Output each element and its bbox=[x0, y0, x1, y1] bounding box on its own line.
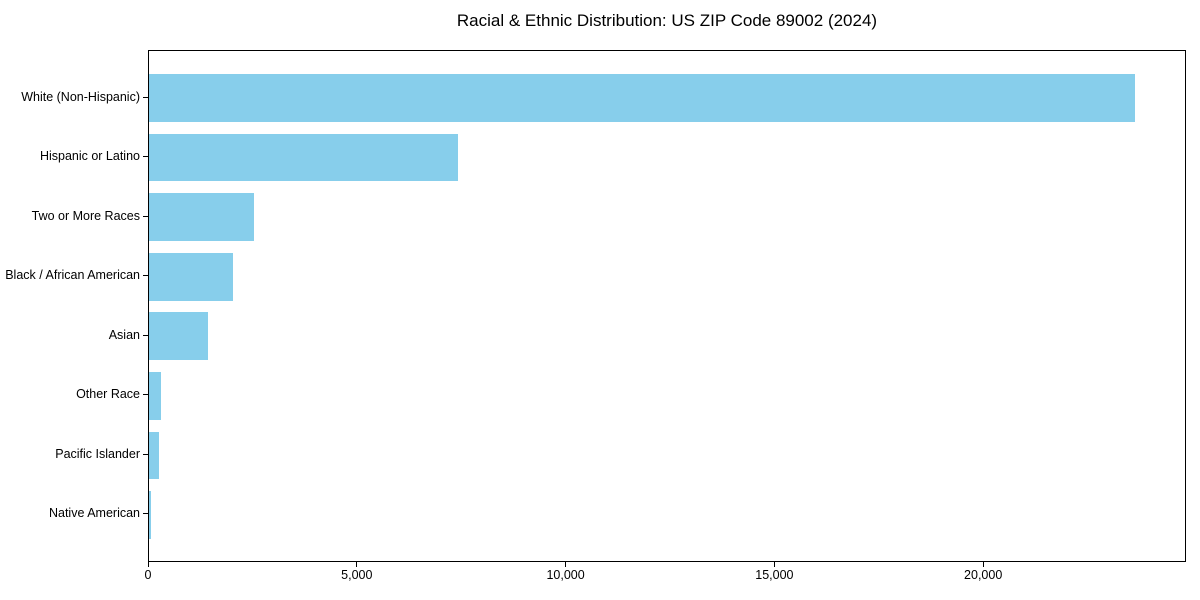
x-tick-label: 0 bbox=[144, 568, 152, 582]
y-tick-mark bbox=[143, 394, 148, 396]
x-tick-label: 20,000 bbox=[964, 568, 1003, 582]
y-tick-mark bbox=[143, 513, 148, 515]
bar-hispanic-or-latino bbox=[149, 133, 458, 182]
y-tick-mark bbox=[143, 334, 148, 336]
x-tick-mark bbox=[773, 562, 775, 567]
y-tick-label: Native American bbox=[48, 506, 140, 521]
x-tick-mark bbox=[982, 562, 984, 567]
x-tick-label: 10,000 bbox=[546, 568, 585, 582]
y-tick-mark bbox=[143, 96, 148, 98]
chart-title: Racial & Ethnic Distribution: US ZIP Cod… bbox=[456, 11, 878, 30]
y-tick-label: Hispanic or Latino bbox=[39, 149, 140, 164]
x-tick-mark bbox=[565, 562, 567, 567]
y-tick-label: Black / African American bbox=[5, 268, 140, 283]
y-tick-label: Two or More Races bbox=[31, 208, 140, 223]
plot-area bbox=[148, 50, 1186, 562]
y-tick-label: White (Non-Hispanic) bbox=[21, 89, 140, 104]
bar-two-or-more-races bbox=[149, 193, 255, 241]
y-tick-label: Pacific Islander bbox=[55, 446, 140, 461]
y-tick-mark bbox=[143, 156, 148, 158]
y-tick-mark bbox=[143, 215, 148, 217]
y-tick-label: Other Race bbox=[76, 387, 140, 402]
x-tick-mark bbox=[147, 562, 149, 567]
bar-pacific-islander bbox=[149, 431, 160, 480]
x-tick-mark bbox=[356, 562, 358, 567]
bar-asian bbox=[149, 312, 208, 361]
x-tick-label: 5,000 bbox=[341, 568, 373, 582]
bar-native-american bbox=[149, 491, 151, 539]
x-tick-label: 15,000 bbox=[755, 568, 794, 582]
bar-black-african-american bbox=[149, 252, 233, 301]
bar-other-race bbox=[149, 372, 162, 420]
y-tick-mark bbox=[143, 275, 148, 277]
bar-white-non-hispanic- bbox=[149, 74, 1135, 122]
y-tick-mark bbox=[143, 453, 148, 455]
y-tick-label: Asian bbox=[108, 327, 140, 342]
